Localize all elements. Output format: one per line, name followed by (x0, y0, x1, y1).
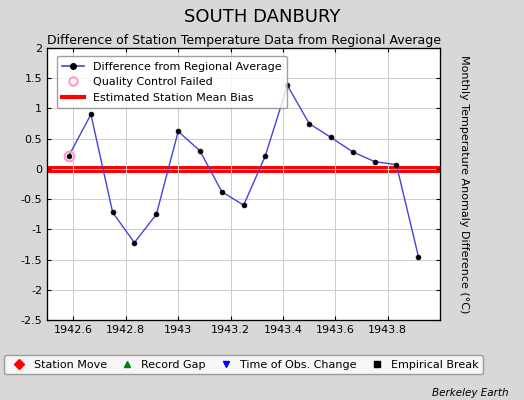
Legend: Station Move, Record Gap, Time of Obs. Change, Empirical Break: Station Move, Record Gap, Time of Obs. C… (4, 355, 484, 374)
Text: Berkeley Earth: Berkeley Earth (432, 388, 508, 398)
Title: Difference of Station Temperature Data from Regional Average: Difference of Station Temperature Data f… (47, 34, 441, 47)
Y-axis label: Monthly Temperature Anomaly Difference (°C): Monthly Temperature Anomaly Difference (… (459, 55, 469, 313)
Text: SOUTH DANBURY: SOUTH DANBURY (184, 8, 340, 26)
